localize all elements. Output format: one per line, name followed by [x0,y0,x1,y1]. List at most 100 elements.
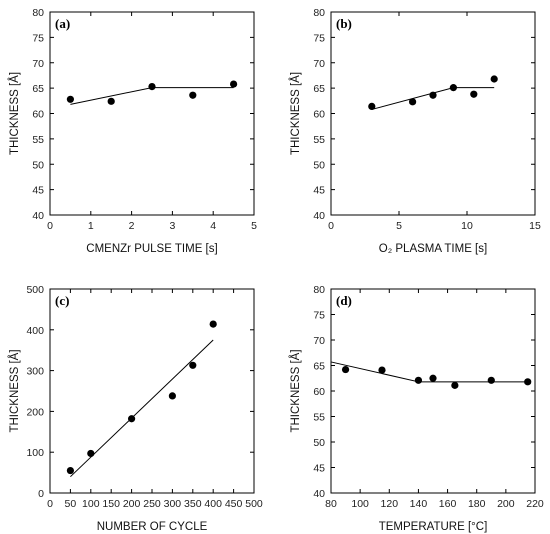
y-tick-label: 75 [313,310,325,322]
data-point [414,376,423,384]
x-tick-label: 50 [65,498,77,510]
y-tick-label: 50 [32,159,44,171]
x-tick-label: 450 [225,498,243,510]
x-axis-label: TEMPERATURE [°C] [379,521,488,533]
y-tick-label: 80 [313,284,325,296]
y-tick-label: 40 [313,488,325,500]
y-tick-label: 400 [26,325,44,337]
y-axis-label: THICKNESS [Å] [289,349,302,432]
y-tick-label: 65 [32,83,44,95]
data-point [189,361,197,369]
y-tick-label: 500 [26,284,44,296]
data-point [524,378,532,386]
y-tick-label: 200 [26,406,44,418]
x-tick-label: 0 [47,220,53,232]
panel-label: (a) [55,16,70,31]
y-tick-label: 75 [32,32,44,44]
chart-panel-3: 0 50 100 150 200 250 300 350 400 450 5000100200300… [8,284,263,533]
data-point [341,365,350,374]
x-tick-label: 180 [468,498,486,510]
x-tick-label: 160 [439,498,457,510]
y-tick-label: 50 [313,437,325,449]
x-tick-label: 15 [529,220,541,232]
x-tick-label: 80 [325,498,337,510]
x-tick-label: 3 [169,220,175,232]
panel-label: (d) [336,293,352,308]
x-tick-label: 200 [123,498,141,510]
x-tick-label: 120 [381,498,399,510]
data-point [368,102,376,110]
y-tick-label: 60 [313,386,325,398]
panel-label: (b) [336,16,352,31]
plot-frame [330,288,536,494]
y-tick-label: 55 [313,134,325,146]
data-point [209,320,217,328]
data-point [490,75,498,83]
y-tick-label: 0 [38,488,44,500]
data-point [429,91,437,99]
x-tick-label: 5 [251,220,257,232]
y-tick-label: 100 [26,447,44,459]
x-tick-label: 1 [88,220,94,232]
data-point [470,90,478,98]
y-tick-label: 45 [313,463,325,475]
data-point [409,98,417,106]
x-tick-label: 100 [351,498,369,510]
data-point [230,80,238,88]
plot-frame [330,11,536,216]
x-tick-label: 350 [184,498,202,510]
y-tick-label: 50 [313,159,325,171]
data-point [168,392,176,400]
y-tick-label: 65 [313,361,325,373]
panel-label: (c) [55,293,69,308]
x-tick-label: 5 [396,220,402,232]
y-tick-label: 60 [32,109,44,121]
y-axis-label: THICKNESS [Å] [8,72,21,155]
y-tick-label: 65 [313,83,325,95]
y-tick-label: 75 [313,32,325,44]
chart-panel-2: 0 5 10 15 40 45 50 55 60 65 70 75 80 (b) O₂ PLASMA TIM… [289,7,541,255]
plot-frame [49,288,255,494]
y-tick-label: 70 [313,58,325,70]
x-tick-label: 400 [204,498,222,510]
data-point [429,374,437,382]
y-axis-label: THICKNESS [Å] [289,72,302,155]
data-point [107,97,115,105]
y-tick-label: 70 [313,335,325,347]
y-tick-label: 300 [26,366,44,378]
y-tick-label: 45 [32,185,44,197]
data-point [487,376,495,384]
data-point [449,84,457,92]
y-tick-label: 45 [313,185,325,197]
x-tick-label: 4 [210,220,216,232]
x-tick-label: 0 [47,498,53,510]
data-point [87,449,95,458]
y-tick-label: 80 [32,7,44,19]
data-point [451,381,459,389]
x-tick-label: 140 [410,498,428,510]
x-tick-label: 220 [526,498,544,510]
data-point [66,95,74,103]
x-axis-label: O₂ PLASMA TIME [s] [379,243,487,255]
data-point [378,366,386,374]
x-tick-label: 200 [497,498,515,510]
data-point [66,466,74,475]
y-axis-label: THICKNESS [Å] [8,349,21,432]
x-tick-label: 2 [129,220,135,232]
data-point [148,83,156,91]
y-tick-label: 70 [32,58,44,70]
y-tick-label: 40 [32,210,44,222]
y-tick-label: 55 [313,412,325,424]
x-tick-label: 100 [82,498,100,510]
x-tick-label: 0 [328,220,334,232]
data-point [128,415,136,423]
x-tick-label: 500 [245,498,263,510]
x-tick-label: 150 [102,498,120,510]
plot-frame [49,11,255,216]
chart-panel-4: 80 100 120 140 160 180 200 220 40 45 50 55 60 65 70 75 8… [289,284,544,533]
data-point [189,91,197,99]
y-tick-label: 55 [32,134,44,146]
x-axis-label: CMENZr PULSE TIME [s] [86,243,217,255]
